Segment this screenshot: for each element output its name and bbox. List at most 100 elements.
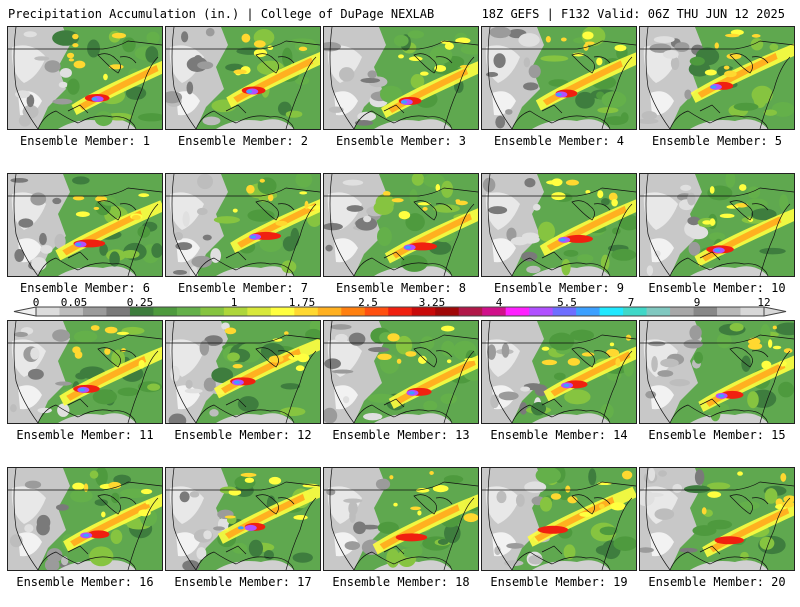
- ensemble-member-panel: Ensemble Member: 16: [7, 467, 163, 607]
- colorbar-swatch: [176, 307, 201, 316]
- colorbar-tick-label: 12: [757, 296, 771, 309]
- precip-map: [7, 320, 163, 424]
- ensemble-member-panel: Ensemble Member: 3: [323, 26, 479, 166]
- colorbar-tick-label: 2.5: [358, 296, 378, 309]
- ensemble-member-panel: Ensemble Member: 5: [639, 26, 795, 166]
- colorbar-swatch: [552, 307, 577, 316]
- colorbar-swatch: [623, 307, 648, 316]
- member-label: Ensemble Member: 15: [648, 428, 786, 442]
- precip-map: [7, 26, 163, 130]
- header: Precipitation Accumulation (in.) | Colle…: [0, 0, 800, 26]
- colorbar-swatch: [693, 307, 718, 316]
- precip-map: [639, 320, 795, 424]
- member-label: Ensemble Member: 7: [177, 281, 309, 295]
- precip-map: [323, 320, 479, 424]
- colorbar-swatch: [270, 307, 295, 316]
- colorbar-swatch: [294, 307, 319, 316]
- colorbar-tick-label: 0.05: [60, 296, 88, 309]
- precip-map: [165, 173, 321, 277]
- colorbar-swatch: [599, 307, 624, 316]
- run-info: 18Z GEFS | F132 Valid: 06Z THU JUN 12 20…: [481, 7, 785, 21]
- member-label: Ensemble Member: 4: [493, 134, 625, 148]
- colorbar-swatch: [36, 307, 60, 316]
- ensemble-member-panel: Ensemble Member: 19: [481, 467, 637, 607]
- ensemble-member-panel: Ensemble Member: 14: [481, 320, 637, 460]
- colorbar-swatch: [129, 307, 154, 316]
- ensemble-member-panel: Ensemble Member: 1: [7, 26, 163, 166]
- member-label: Ensemble Member: 18: [332, 575, 470, 589]
- colorbar-swatch: [411, 307, 436, 316]
- member-label: Ensemble Member: 16: [16, 575, 154, 589]
- precip-map: [7, 467, 163, 571]
- colorbar-tick-label: 7: [627, 296, 635, 309]
- precip-map: [481, 320, 637, 424]
- precip-map: [165, 467, 321, 571]
- colorbar-swatch: [482, 307, 507, 316]
- member-label: Ensemble Member: 8: [335, 281, 467, 295]
- colorbar-swatch: [576, 307, 601, 316]
- precip-map: [165, 320, 321, 424]
- colorbar-swatch: [341, 307, 366, 316]
- precip-map: [639, 26, 795, 130]
- colorbar-tick-label: 1.75: [288, 296, 316, 309]
- precip-map: [481, 173, 637, 277]
- ensemble-member-panel: Ensemble Member: 15: [639, 320, 795, 460]
- colorbar-swatch: [670, 307, 695, 316]
- member-label: Ensemble Member: 9: [493, 281, 625, 295]
- member-label: Ensemble Member: 10: [648, 281, 786, 295]
- member-label: Ensemble Member: 19: [490, 575, 628, 589]
- member-label: Ensemble Member: 13: [332, 428, 470, 442]
- ensemble-member-panel: Ensemble Member: 4: [481, 26, 637, 166]
- member-label: Ensemble Member: 2: [177, 134, 309, 148]
- colorbar-swatch: [646, 307, 671, 316]
- precip-map: [323, 26, 479, 130]
- colorbar-tick-label: 3.25: [418, 296, 446, 309]
- precip-map: [481, 26, 637, 130]
- precip-map: [323, 467, 479, 571]
- colorbar-swatch: [717, 307, 742, 316]
- colorbar-bar: [13, 306, 787, 317]
- colorbar-swatch: [435, 307, 460, 316]
- ensemble-member-panel: Ensemble Member: 13: [323, 320, 479, 460]
- member-label: Ensemble Member: 5: [651, 134, 783, 148]
- member-label: Ensemble Member: 3: [335, 134, 467, 148]
- precip-map: [323, 173, 479, 277]
- ensemble-member-panel: Ensemble Member: 9: [481, 173, 637, 313]
- colorbar-tick-label: 9: [693, 296, 701, 309]
- colorbar-swatch: [388, 307, 413, 316]
- ensemble-member-panel: Ensemble Member: 8: [323, 173, 479, 313]
- colorbar-swatch: [82, 307, 107, 316]
- precip-map: [639, 173, 795, 277]
- colorbar-border: [35, 306, 765, 317]
- colorbar-tick-label: 4: [495, 296, 503, 309]
- colorbar-swatch: [740, 307, 765, 316]
- member-label: Ensemble Member: 20: [648, 575, 786, 589]
- member-label: Ensemble Member: 12: [174, 428, 312, 442]
- precip-map: [639, 467, 795, 571]
- colorbar-tick-label: 5.5: [557, 296, 577, 309]
- member-label: Ensemble Member: 1: [19, 134, 151, 148]
- colorbar-tick-label: 1: [230, 296, 238, 309]
- colorbar-swatch: [247, 307, 272, 316]
- ensemble-member-panel: Ensemble Member: 10: [639, 173, 795, 313]
- ensemble-member-panel: Ensemble Member: 20: [639, 467, 795, 607]
- colorbar-swatch: [153, 307, 178, 316]
- ensemble-member-panel: Ensemble Member: 17: [165, 467, 321, 607]
- colorbar-swatch: [223, 307, 248, 316]
- precip-map: [165, 26, 321, 130]
- precip-map: [7, 173, 163, 277]
- ensemble-member-panel: Ensemble Member: 7: [165, 173, 321, 313]
- colorbar-tick-label: 0.25: [126, 296, 154, 309]
- colorbar-swatch: [200, 307, 225, 316]
- ensemble-member-panel: Ensemble Member: 18: [323, 467, 479, 607]
- colorbar-swatch: [317, 307, 342, 316]
- ensemble-member-panel: Ensemble Member: 11: [7, 320, 163, 460]
- member-label: Ensemble Member: 17: [174, 575, 312, 589]
- colorbar-swatch: [106, 307, 131, 316]
- page-title: Precipitation Accumulation (in.) | Colle…: [8, 7, 435, 21]
- ensemble-member-panel: Ensemble Member: 6: [7, 173, 163, 313]
- colorbar: 0 0.05 0.25 1 1.75 2.5 3.25 4 5.5 7 9 12: [0, 296, 800, 318]
- precip-map: [481, 467, 637, 571]
- ensemble-member-panel: Ensemble Member: 2: [165, 26, 321, 166]
- member-label: Ensemble Member: 14: [490, 428, 628, 442]
